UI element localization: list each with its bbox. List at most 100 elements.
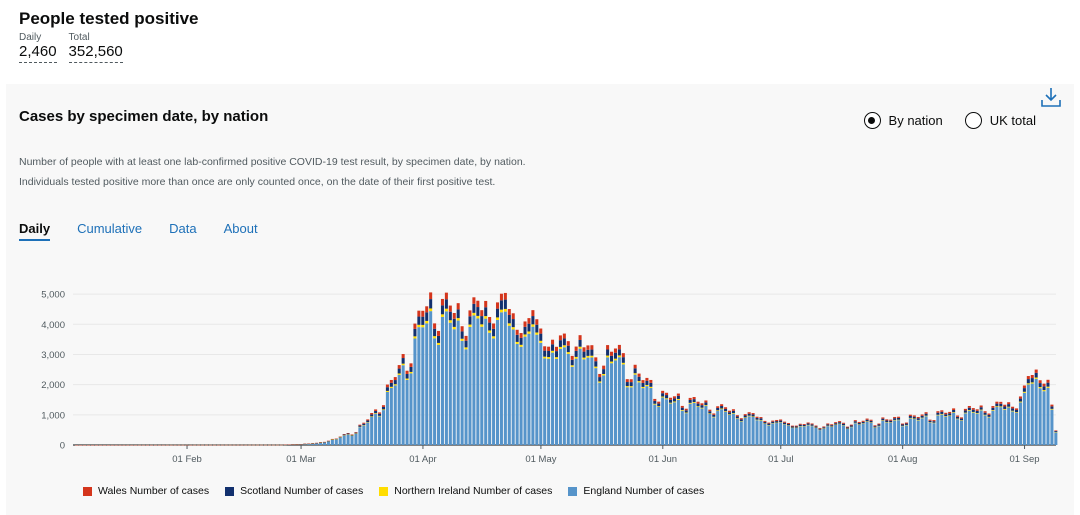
bar-england [385,391,389,445]
bar-wales [425,306,429,313]
bar-england [743,417,747,445]
bar-scotland [385,387,389,391]
radio-unselected-icon[interactable] [964,112,982,129]
bar-england [1007,407,1011,445]
bar-england [425,323,429,445]
bar-scotland [492,328,496,337]
bar-wales [1034,369,1038,373]
bar-scotland [826,424,830,426]
radio-by-nation[interactable]: By nation [863,112,943,129]
tab-cumulative[interactable]: Cumulative [77,221,143,236]
bar-northern-ireland [610,361,614,364]
bar-wales [967,405,971,408]
bar-wales [452,313,456,319]
bar-wales [558,335,562,341]
total-label: Total [68,32,90,43]
download-icon[interactable] [1040,86,1062,108]
bar-scotland [818,428,822,430]
bar-england [625,387,629,445]
bar-england [374,413,378,445]
bar-england [574,358,578,445]
bar-england [842,425,846,445]
bar-wales [975,409,979,411]
bar-northern-ireland [413,336,417,339]
bar-northern-ireland [602,373,606,376]
bar-england [621,364,625,445]
bar-northern-ireland [720,408,724,410]
bar-northern-ireland [657,406,661,407]
bar-scotland [1054,431,1058,432]
bar-england [912,419,916,445]
bar-northern-ireland [531,324,535,327]
bar-wales [378,412,382,414]
bar-england [417,327,421,445]
bar-wales [562,333,566,339]
bar-england [515,343,519,445]
bar-scotland [924,413,928,416]
bar-scotland [488,322,492,331]
tab-about[interactable]: About [223,221,258,236]
bar-northern-ireland [948,415,952,416]
bar-wales [1030,375,1034,379]
daily-value[interactable]: 2,460 [19,43,57,63]
bar-wales [928,419,932,421]
bar-wales [944,412,948,415]
bar-scotland [983,412,987,415]
bar-wales [570,355,574,360]
bar-england [547,358,551,445]
bar-england [877,426,881,445]
legend-item-scotland[interactable]: Scotland Number of cases [225,485,363,497]
bar-scotland [539,333,543,341]
legend-item-england[interactable]: England Number of cases [568,485,704,497]
bar-scotland [688,399,692,403]
bar-england [539,342,543,445]
bar-england [979,410,983,445]
legend-item-wales[interactable]: Wales Number of cases [83,485,209,497]
chart-card-title: Cases by specimen date, by nation [19,108,269,125]
bar-wales [621,353,625,358]
bar-wales [594,357,598,362]
radio-selected-icon[interactable] [863,112,881,129]
bar-northern-ireland [1030,382,1034,384]
bar-northern-ireland [578,346,582,349]
bar-scotland [456,309,460,319]
bar-scotland [790,426,794,428]
bar-northern-ireland [724,411,728,412]
bar-northern-ireland [1034,377,1038,379]
bar-northern-ireland [425,320,429,324]
bar-wales [908,414,912,417]
bar-england [488,332,492,445]
bar-northern-ireland [385,390,389,392]
bar-scotland [999,403,1003,407]
radio-uk-total[interactable]: UK total [964,112,1036,129]
bar-england [948,415,952,445]
bar-scotland [810,424,814,426]
bar-england [594,368,598,445]
bar-scotland [944,414,948,417]
bar-wales [802,424,806,425]
total-value[interactable]: 352,560 [68,43,123,63]
bar-england [397,374,401,445]
bar-england [665,399,669,445]
tab-daily[interactable]: Daily [19,221,51,241]
bar-scotland [865,419,869,422]
bar-england [582,359,586,445]
bar-northern-ireland [645,384,649,387]
bar-wales [700,403,704,406]
bar-england [1003,409,1007,445]
bar-england [1038,388,1042,445]
bar-england [751,416,755,445]
bar-england [790,428,794,445]
bar-england [315,443,319,445]
bar-england [924,416,928,445]
legend-item-ni[interactable]: Northern Ireland Number of cases [379,485,552,497]
bar-wales [810,423,814,425]
bar-northern-ireland [519,344,523,347]
bar-england [657,406,661,445]
bar-wales [979,405,983,408]
tab-data[interactable]: Data [169,221,197,236]
radio-uk-total-label: UK total [989,113,1036,128]
bar-wales [629,379,633,383]
bar-scotland [574,350,578,357]
bar-wales [645,377,649,381]
